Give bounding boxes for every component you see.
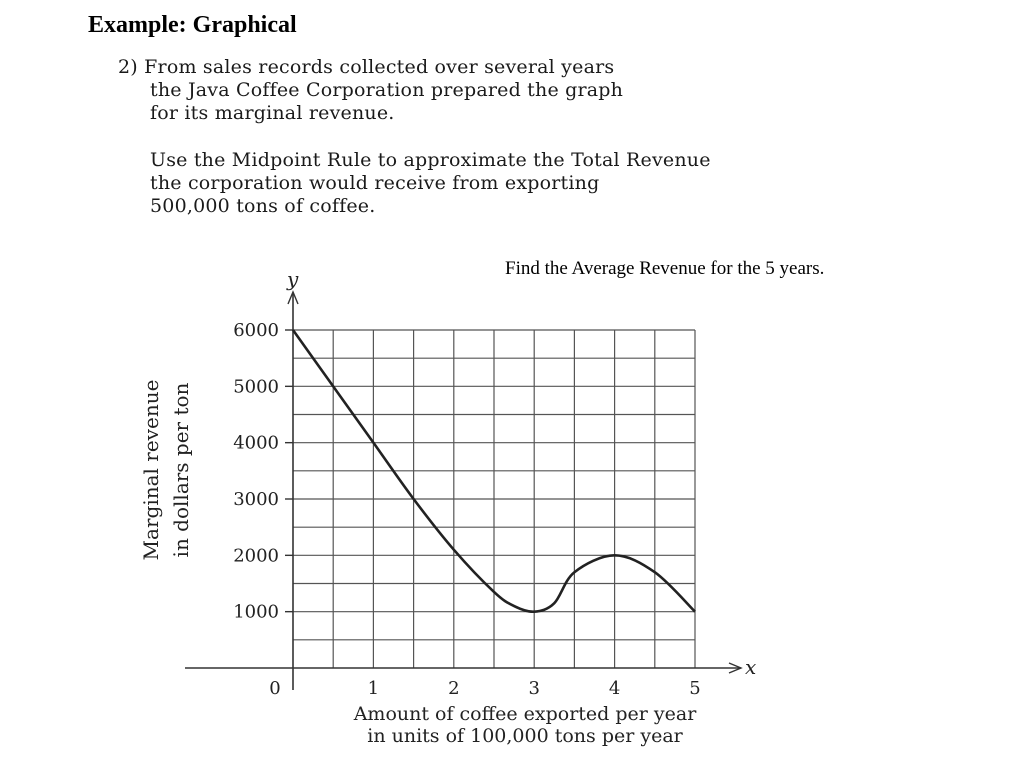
problem-line-4: Use the Midpoint Rule to approximate the… — [150, 149, 711, 171]
marginal-revenue-curve — [291, 329, 696, 613]
x-axis-label-line: Amount of coffee exported per year — [353, 703, 698, 725]
series — [291, 329, 696, 613]
side-note: Find the Average Revenue for the 5 years… — [505, 258, 825, 279]
y-tick-label: 1000 — [233, 602, 279, 623]
y-tick-label: 3000 — [233, 489, 279, 510]
y-axis-symbol: y — [286, 267, 299, 291]
x-axis-label-line: in units of 100,000 tons per year — [367, 725, 683, 747]
y-tick-label: 5000 — [233, 376, 279, 397]
problem-line-2: the Java Coffee Corporation prepared the… — [150, 79, 624, 101]
x-axis-symbol: x — [745, 655, 756, 679]
x-tick-label: 1 — [368, 678, 379, 699]
problem-line-6: 500,000 tons of coffee. — [150, 195, 376, 217]
slide-title: Example: Graphical — [88, 12, 297, 38]
y-axis-arrow-icon — [287, 290, 299, 305]
y-tick-label: 6000 — [233, 320, 279, 341]
tick-labels: 1000 2000 3000 4000 5000 6000 0 1 2 3 4 5 — [233, 320, 701, 699]
grid — [293, 329, 696, 668]
x-tick-label: 5 — [689, 678, 700, 699]
x-tick-label: 4 — [609, 678, 620, 699]
x-axis-arrow-icon — [728, 662, 743, 674]
problem-line-3: for its marginal revenue. — [150, 102, 395, 124]
x-tick-label: 2 — [448, 678, 459, 699]
problem-number: 2) — [118, 56, 138, 78]
y-tick-label: 2000 — [233, 545, 279, 566]
problem-line-1: 2) From sales records collected over sev… — [118, 56, 615, 78]
axes — [185, 290, 743, 690]
y-tick-label: 4000 — [233, 433, 279, 454]
x-tick-label: 3 — [528, 678, 539, 699]
problem-statement: 2) From sales records collected over sev… — [118, 56, 878, 218]
origin-label: 0 — [269, 678, 280, 699]
y-axis-label-line: Marginal revenue — [139, 380, 163, 561]
problem-line-5: the corporation would receive from expor… — [150, 172, 600, 194]
y-axis-label-line: in dollars per ton — [169, 382, 193, 557]
